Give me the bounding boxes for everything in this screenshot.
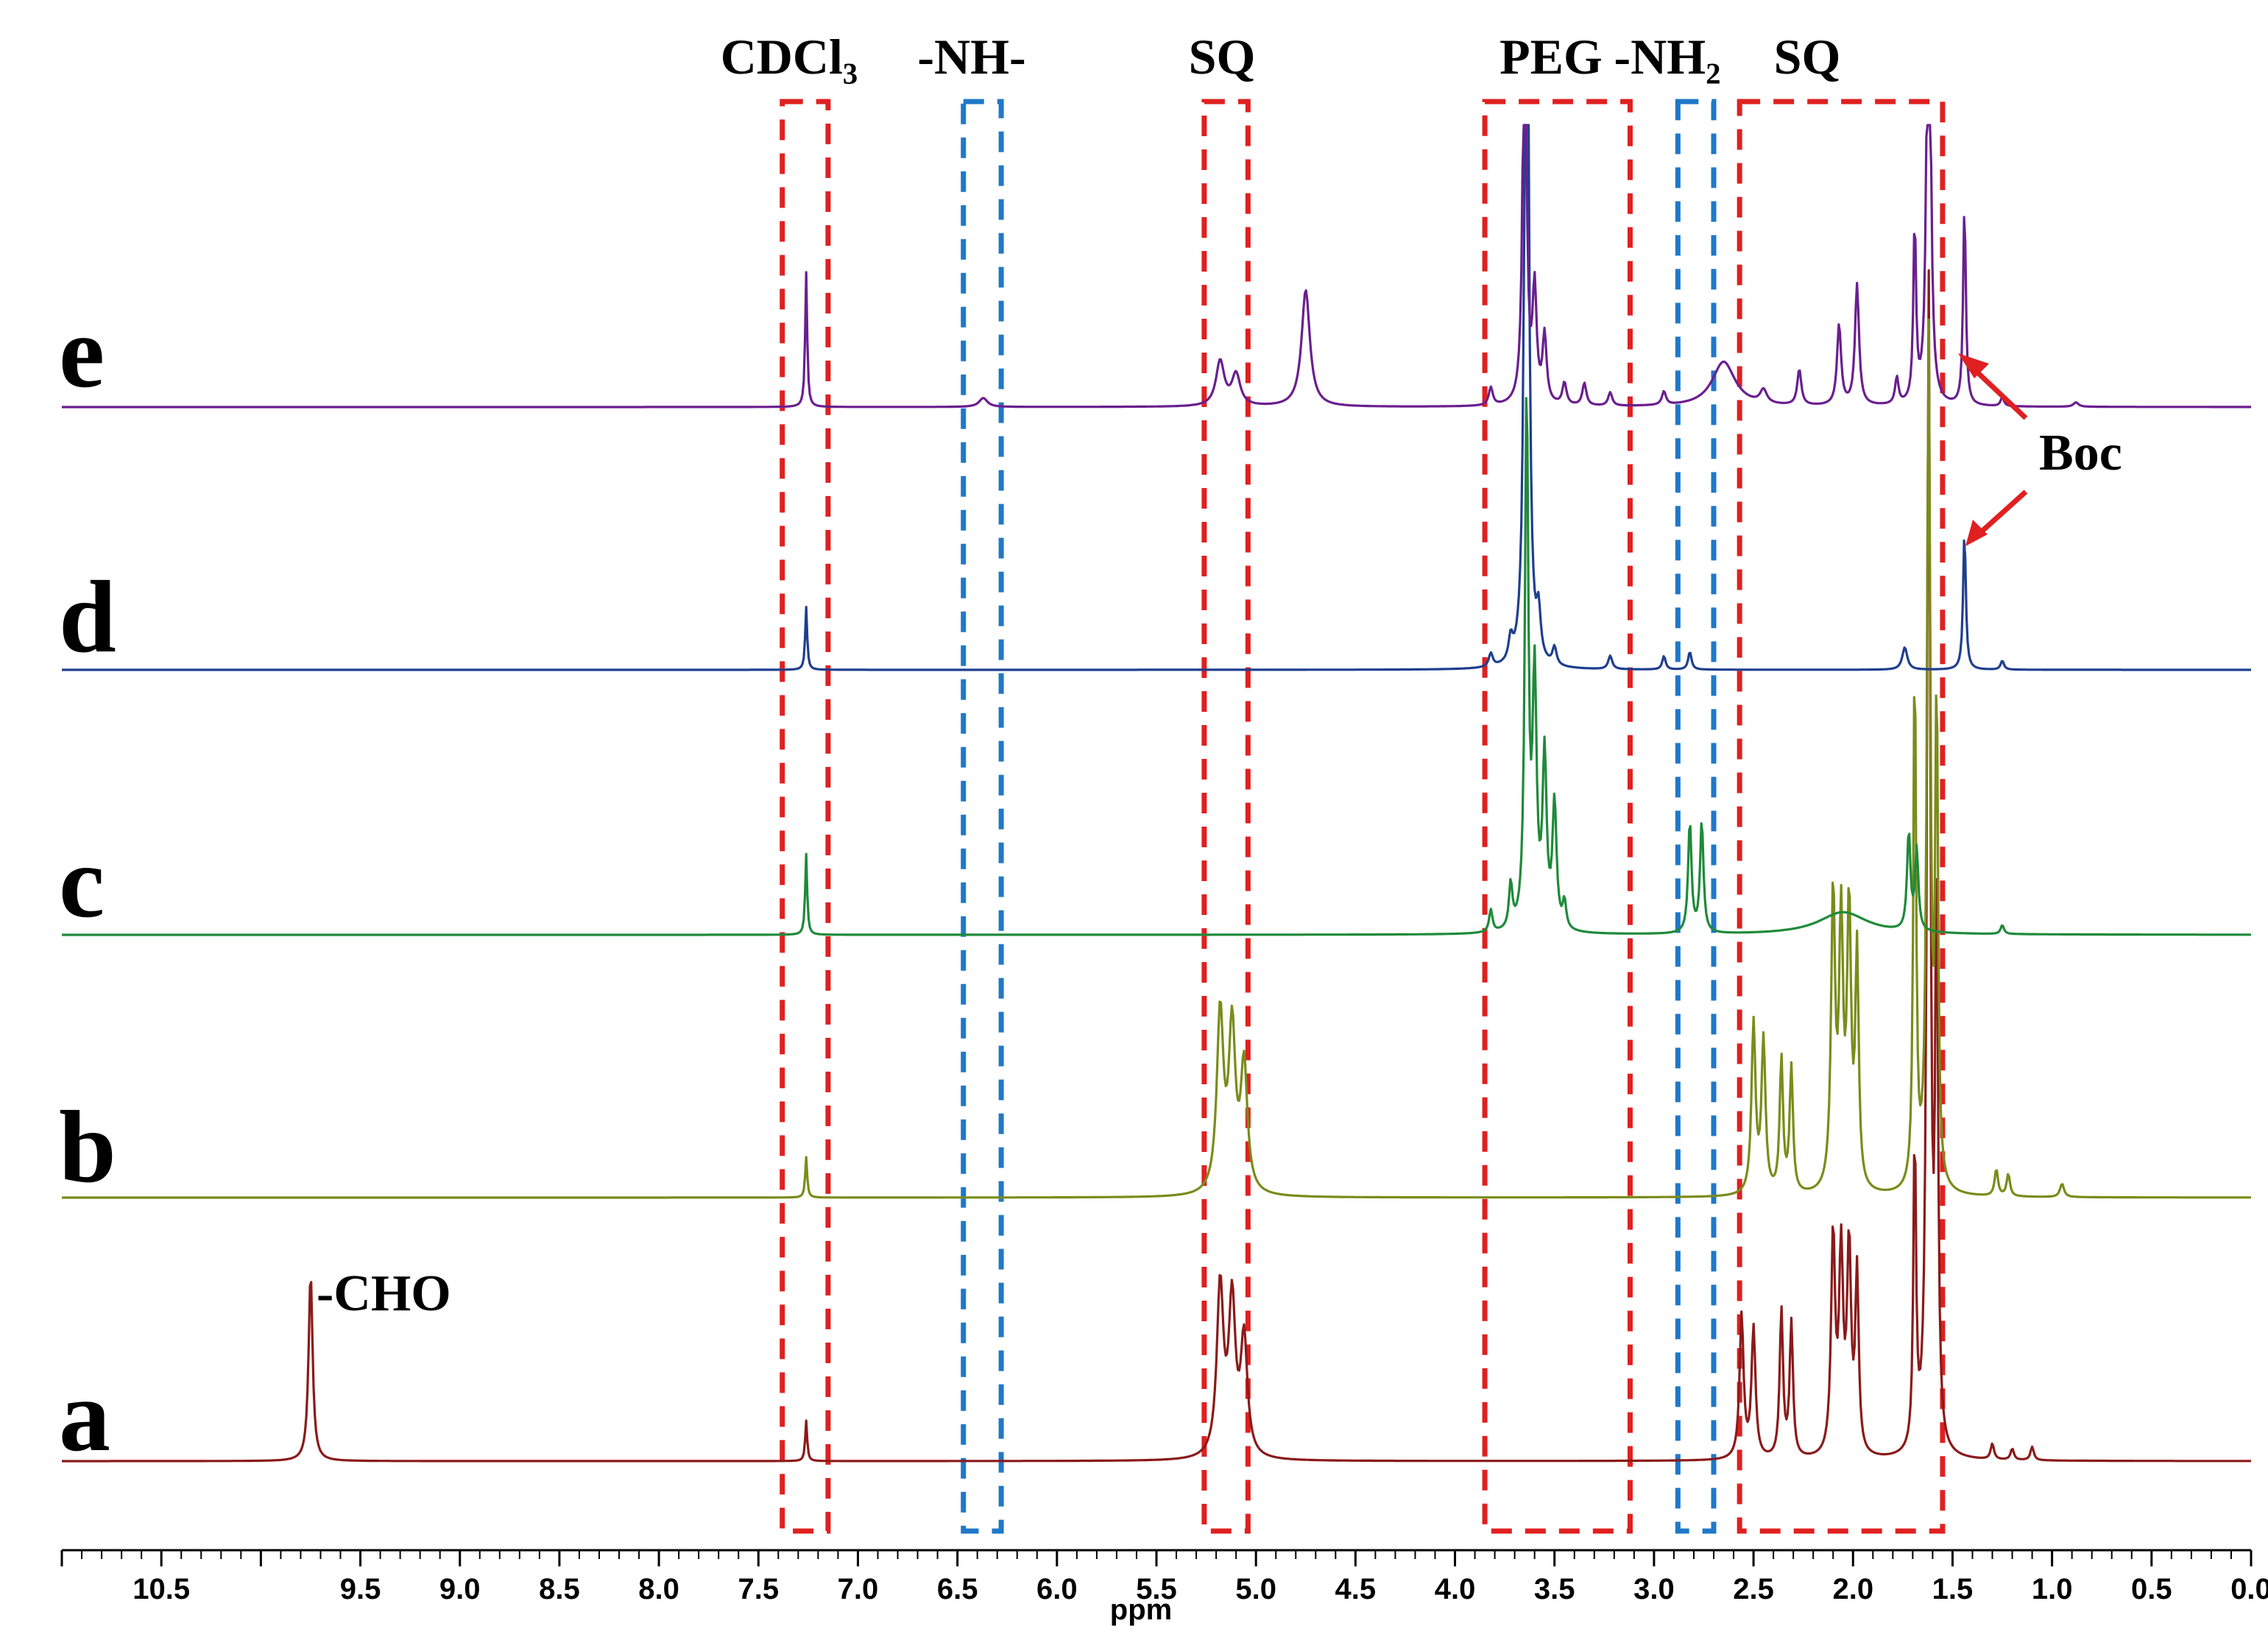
- region-box-1: [961, 99, 1004, 1534]
- spectrum-trace-b: [62, 318, 2251, 1199]
- region-box-2: [1201, 99, 1251, 1534]
- x-tick-label: 0.0: [2230, 1573, 2268, 1605]
- x-tick-label: 7.0: [838, 1573, 879, 1605]
- spectrum-trace-c: [62, 397, 2251, 936]
- x-tick-label: 5.5: [1136, 1573, 1177, 1605]
- spectrum-label-d: d: [59, 560, 116, 674]
- x-tick-label: 8.0: [638, 1573, 679, 1605]
- x-tick-label: 9.0: [439, 1573, 481, 1605]
- x-tick-label: 8.5: [539, 1573, 580, 1605]
- x-tick-label: 7.5: [738, 1573, 779, 1605]
- x-tick-label: 1.5: [1932, 1573, 1974, 1605]
- x-tick-label: 3.5: [1534, 1573, 1575, 1605]
- spectrum-label-a: a: [59, 1359, 110, 1473]
- label-nh: -NH-: [917, 29, 1025, 85]
- spectrum-trace-e: [62, 124, 2251, 409]
- x-tick-label: 0.5: [2131, 1573, 2172, 1605]
- region-box-3: [1482, 99, 1633, 1534]
- label-sq-right: SQ: [1774, 29, 1841, 85]
- x-tick-label: 6.0: [1036, 1573, 1078, 1605]
- label-nh2: -NH₂: [1614, 29, 1720, 85]
- region-box-4: [1675, 99, 1717, 1534]
- x-tick-label: 5.0: [1235, 1573, 1276, 1605]
- x-axis: 10.5 9.5 9.0 8.5 8.0 7.5 7.0 6.5 6.0 5.5 5.0 4.5 4.0…: [60, 1549, 2268, 1605]
- label-cdcl3: CDCl₃: [721, 29, 858, 85]
- x-tick-label: 10.5: [133, 1573, 190, 1605]
- label-peg: PEG: [1499, 29, 1603, 85]
- x-tick-label: 6.5: [937, 1573, 978, 1605]
- spectrum-label-b: b: [59, 1090, 116, 1204]
- label-sq-left: SQ: [1189, 29, 1256, 85]
- boc-arrowhead-lower: [1965, 520, 1988, 546]
- boc-arrow-lower: [1979, 489, 2028, 534]
- spectrum-label-e: e: [59, 295, 105, 409]
- boc-arrowhead-upper: [1958, 353, 1989, 378]
- x-tick-label: 4.0: [1435, 1573, 1476, 1605]
- region-box-0: [780, 99, 831, 1534]
- x-tick-label: 4.5: [1335, 1573, 1377, 1605]
- spectrum-trace-a: [62, 269, 2251, 1463]
- x-tick-label: 3.0: [1633, 1573, 1675, 1605]
- x-tick-label: 1.0: [2032, 1573, 2073, 1605]
- region-boxes: [780, 99, 1946, 1534]
- spectrum-label-c: c: [59, 825, 105, 939]
- spectrum-traces: [62, 124, 2251, 1463]
- region-box-5: [1737, 99, 1946, 1534]
- x-tick-label: 9.5: [340, 1573, 381, 1605]
- x-tick-label: 2.5: [1733, 1573, 1774, 1605]
- x-axis-title: ppm: [1110, 1594, 1172, 1626]
- boc-arrow-upper: [1971, 366, 2028, 420]
- x-tick-label: 2.0: [1832, 1573, 1873, 1605]
- annotation-boc: Boc: [2039, 425, 2122, 481]
- spectrum-trace-d: [62, 124, 2251, 671]
- annotation-cho: -CHO: [317, 1265, 451, 1322]
